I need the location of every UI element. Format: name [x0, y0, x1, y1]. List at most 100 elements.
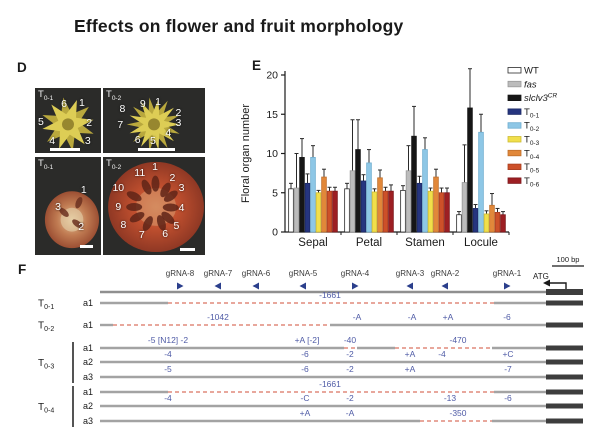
organ-number: 3 — [84, 135, 91, 148]
mutation-label: -A — [408, 312, 417, 322]
y-axis-label: Floral organ number — [240, 104, 252, 203]
allele-exon-box — [546, 418, 583, 424]
bar — [293, 187, 300, 233]
organ-number: 4 — [165, 126, 172, 139]
legend-label: T0-5 — [524, 162, 540, 175]
bar — [332, 190, 338, 233]
bar — [321, 176, 327, 233]
bar — [405, 170, 412, 233]
legend-swatch — [507, 136, 522, 143]
allele-name: a1 — [83, 343, 93, 353]
organ-number: 5 — [173, 219, 180, 232]
mutation-label: -6 — [301, 349, 309, 359]
legend-swatch — [507, 177, 522, 184]
organ-number: 3 — [178, 182, 185, 195]
grna-direction-icon — [214, 282, 221, 290]
panel-f-allele-map: gRNA-8 gRNA-7 gRNA-6 gRNA-5 gRNA-4 gRNA-3 gRNA… — [38, 255, 584, 427]
fruit-locule-cavity — [126, 203, 143, 212]
grna-label: gRNA-5 — [289, 269, 318, 278]
flower-illustration — [42, 97, 94, 152]
bar — [478, 131, 484, 233]
bar — [288, 188, 294, 233]
bar — [382, 190, 389, 233]
bar — [444, 192, 450, 233]
legend-swatch — [507, 94, 522, 101]
bar — [400, 189, 406, 233]
organ-number: 9 — [139, 98, 146, 111]
mutation-label: -2 — [346, 349, 354, 359]
organ-number: 2 — [86, 117, 93, 130]
legend-label: slclv3CR — [524, 93, 557, 105]
photo-label-sub: 0-1 — [43, 94, 54, 102]
bar — [433, 176, 439, 233]
grna-label: gRNA-7 — [204, 269, 233, 278]
bar — [483, 213, 490, 233]
bar — [500, 214, 506, 233]
fruit-locule-cavity — [141, 179, 152, 195]
legend-label: fas — [524, 79, 537, 90]
allele-name: a1 — [83, 298, 93, 308]
bar — [494, 211, 501, 233]
grna-direction-icon — [252, 282, 259, 290]
fruit-locule-cavity — [142, 216, 153, 231]
scale-label: 100 bp — [557, 255, 580, 264]
atg-arrow — [549, 282, 567, 289]
photo-fruit-t0-1: T0-1 1 3 2 — [35, 157, 101, 255]
panel-d-letter: D — [17, 60, 27, 75]
scale-bar — [179, 248, 195, 252]
allele-exon-box — [546, 300, 583, 306]
allele-exon-box — [546, 359, 583, 365]
mutation-label: -6 — [301, 364, 309, 374]
mutation-label: -C — [301, 393, 310, 403]
bar — [411, 135, 417, 233]
fruit-locule-cavity — [163, 190, 178, 202]
organ-number: 5 — [38, 115, 44, 128]
line-group-label: T0-2 — [38, 321, 54, 334]
bar — [349, 170, 356, 233]
atg-arrowhead — [543, 279, 550, 287]
organ-number: 6 — [61, 98, 67, 111]
y-tick-label: 10 — [266, 148, 278, 160]
organ-number: 2 — [169, 171, 176, 184]
allele-name: a3 — [83, 372, 93, 382]
mutation-label: -40 — [344, 335, 357, 345]
grna-label: gRNA-8 — [166, 269, 195, 278]
bar — [344, 188, 350, 233]
grna-direction-icon — [406, 282, 413, 290]
mutation-label: +A [-2] — [295, 335, 320, 345]
grna-direction-icon — [504, 282, 511, 290]
fruit-illustration — [108, 161, 204, 253]
organ-number: 5 — [150, 135, 156, 148]
mutation-label: +A — [405, 349, 416, 359]
panel-e-bar-chart: 0 5 10 15 20 Floral organ number Sepal Petal Sta… — [240, 66, 557, 250]
legend-swatch — [507, 122, 522, 129]
mutation-label: +A — [443, 312, 454, 322]
grna-label: gRNA-1 — [493, 269, 522, 278]
photo-label-main: T — [106, 89, 112, 100]
fruit-locule-cavity — [160, 182, 171, 198]
mutation-label: -4 — [164, 349, 172, 359]
organ-number: 1 — [155, 96, 161, 109]
allele-name: a3 — [83, 416, 93, 426]
legend-swatch — [507, 163, 522, 170]
flower-illustration — [126, 97, 180, 152]
legend-swatch — [507, 108, 522, 115]
mutation-label: -350 — [449, 408, 466, 418]
category-label: Sepal — [298, 237, 327, 249]
category-label: Stamen — [405, 237, 445, 249]
bar — [315, 192, 322, 233]
fruit-locule-cavity — [162, 203, 179, 212]
line-group-label: T0-3 — [38, 358, 54, 371]
bar — [326, 190, 333, 233]
organ-number: 7 — [117, 119, 124, 132]
allele-name: a1 — [83, 320, 93, 330]
organ-number: 1 — [80, 184, 87, 197]
mutation-label: -6 — [504, 393, 512, 403]
y-tick-label: 0 — [272, 227, 278, 239]
flower-center — [61, 118, 75, 131]
photo-label: T0-2 — [106, 158, 121, 171]
mutation-label: +C — [502, 349, 513, 359]
mutation-label: -13 — [444, 393, 457, 403]
grna-label: gRNA-6 — [242, 269, 271, 278]
mutation-label: -1661 — [319, 290, 341, 300]
